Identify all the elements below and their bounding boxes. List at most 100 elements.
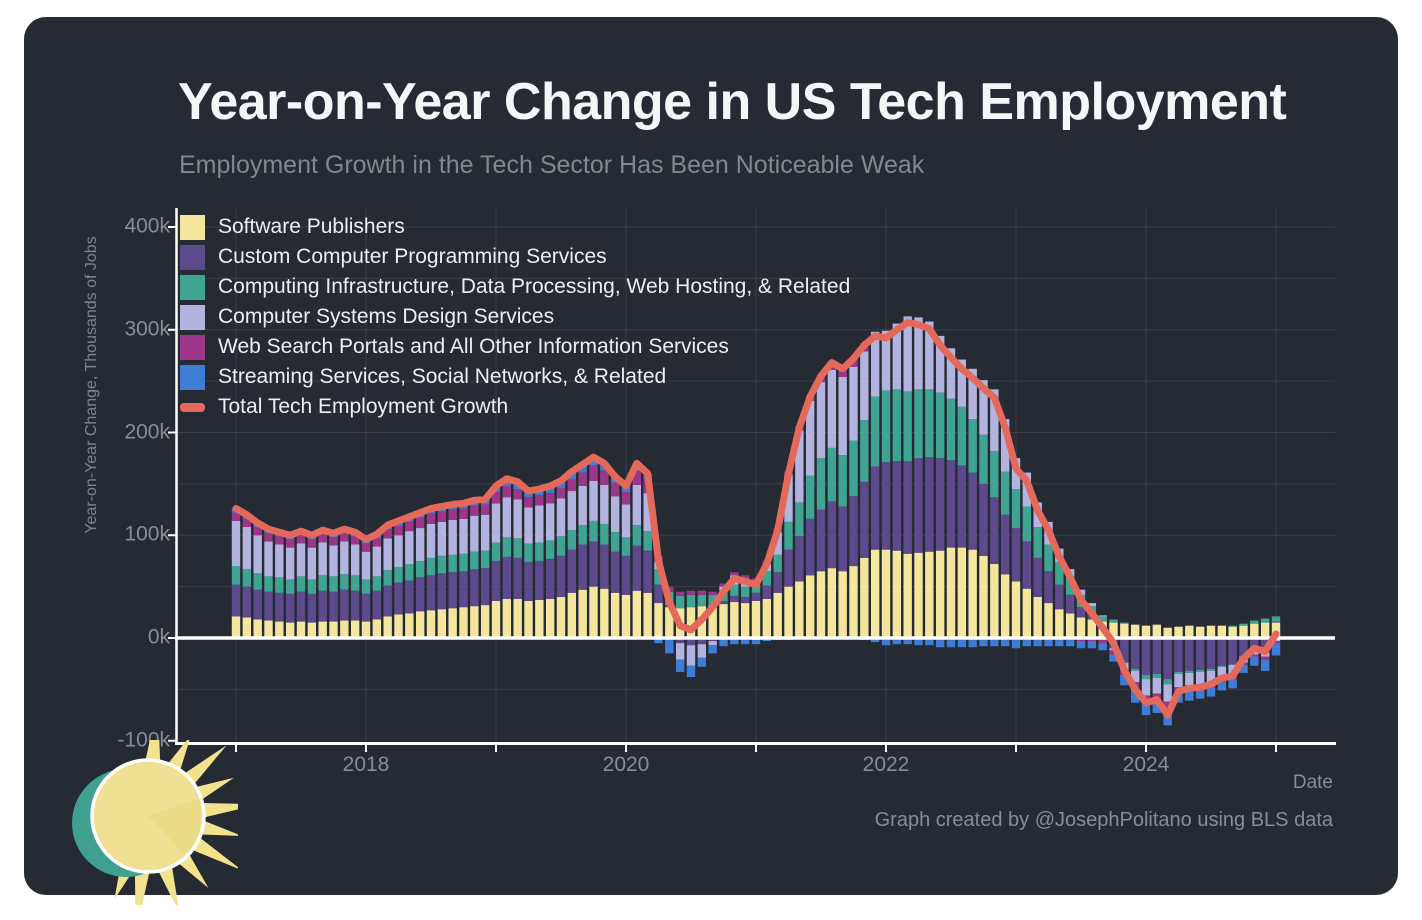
bar-segment xyxy=(556,487,566,499)
bar-segment xyxy=(1163,684,1172,702)
bar-segment xyxy=(275,621,284,638)
bar-segment xyxy=(892,640,902,645)
bar-segment xyxy=(1087,603,1097,607)
bar-segment xyxy=(903,553,912,639)
bar-segment xyxy=(784,549,793,587)
bar-segment xyxy=(1141,674,1151,680)
bar-segment xyxy=(1098,616,1107,622)
bar-segment xyxy=(654,638,663,644)
bar-segment xyxy=(394,614,403,638)
bar-segment xyxy=(264,541,273,577)
bar-segment xyxy=(610,532,620,552)
bar-segment xyxy=(892,461,902,551)
bar-segment xyxy=(535,599,544,638)
sun-ray xyxy=(187,834,238,870)
bar-segment xyxy=(1055,584,1064,610)
bar-segment xyxy=(946,640,956,648)
bar-segment xyxy=(350,575,360,591)
bar-segment xyxy=(340,574,349,590)
bar-segment xyxy=(914,458,923,553)
bar-segment xyxy=(751,640,761,645)
bar-segment xyxy=(925,457,934,552)
bar-segment xyxy=(459,571,468,608)
bar-segment xyxy=(979,434,988,484)
bar-segment xyxy=(405,531,414,565)
bar-segment xyxy=(556,596,566,638)
bar-segment xyxy=(827,568,837,638)
bar-segment xyxy=(946,547,956,638)
bar-segment xyxy=(307,539,317,548)
bar-segment xyxy=(805,518,815,576)
bar-segment xyxy=(459,607,468,638)
bar-segment xyxy=(903,461,912,554)
bar-segment xyxy=(1185,625,1194,638)
bar-segment xyxy=(621,492,631,505)
bar-segment xyxy=(415,611,425,638)
bar-segment xyxy=(437,511,447,522)
bar-segment xyxy=(892,323,902,390)
bar-segment xyxy=(556,498,566,537)
bar-segment xyxy=(1228,626,1237,638)
legend-label: Streaming Services, Social Networks, & R… xyxy=(218,365,667,388)
bar-segment xyxy=(968,640,977,648)
bar-segment xyxy=(643,531,652,551)
bar-segment xyxy=(372,576,382,591)
bar-segment xyxy=(870,466,880,550)
bar-segment xyxy=(600,470,609,485)
bar-segment xyxy=(329,537,338,546)
bar-segment xyxy=(491,503,501,543)
bar-segment xyxy=(1098,640,1107,644)
bar-segment xyxy=(231,566,241,585)
bar-segment xyxy=(1120,638,1129,663)
bar-segment xyxy=(361,543,371,552)
bar-segment xyxy=(437,555,447,574)
bar-segment xyxy=(372,546,382,577)
bar-segment xyxy=(502,537,512,557)
bar-segment xyxy=(513,538,522,558)
bar-segment xyxy=(784,586,793,639)
bar-segment xyxy=(1195,638,1205,670)
bar-segment xyxy=(415,528,425,561)
bar-segment xyxy=(1185,638,1194,671)
bar-segment xyxy=(405,580,414,614)
bar-segment xyxy=(990,451,999,498)
sun-ray xyxy=(179,745,227,789)
bar-segment xyxy=(307,622,317,638)
bar-segment xyxy=(1206,687,1216,697)
bar-segment xyxy=(881,549,891,638)
bar-segment xyxy=(415,560,425,578)
bar-segment xyxy=(892,550,902,638)
bar-segment xyxy=(632,545,642,591)
bar-segment xyxy=(773,572,782,593)
bar-segment xyxy=(480,550,490,569)
bar-segment xyxy=(621,504,631,538)
bar-segment xyxy=(253,619,262,638)
x-tick-label: 2020 xyxy=(602,753,650,776)
bar-segment xyxy=(426,610,436,638)
bar-segment xyxy=(426,513,436,524)
bar-segment xyxy=(1000,514,1010,575)
bar-segment xyxy=(686,645,696,666)
bar-segment xyxy=(296,576,306,592)
bar-segment xyxy=(448,519,457,555)
bar-segment xyxy=(318,621,327,638)
bar-segment xyxy=(935,335,945,393)
bar-segment xyxy=(1217,681,1227,691)
bar-segment xyxy=(1022,588,1032,638)
bar-segment xyxy=(1065,594,1075,614)
bar-segment xyxy=(1250,620,1259,624)
bar-segment xyxy=(1185,691,1194,701)
bar-segment xyxy=(1109,619,1118,623)
bar-segment xyxy=(578,472,587,486)
bar-segment xyxy=(264,533,273,542)
bar-segment xyxy=(795,502,804,537)
bar-segment xyxy=(740,575,750,579)
bar-segment xyxy=(285,593,295,623)
bar-segment xyxy=(567,530,577,550)
bar-segment xyxy=(361,579,371,594)
bar-segment xyxy=(1087,641,1097,649)
legend-item: Custom Computer Programming Services xyxy=(180,242,850,272)
bar-segment xyxy=(578,589,587,638)
bar-segment xyxy=(675,659,685,672)
